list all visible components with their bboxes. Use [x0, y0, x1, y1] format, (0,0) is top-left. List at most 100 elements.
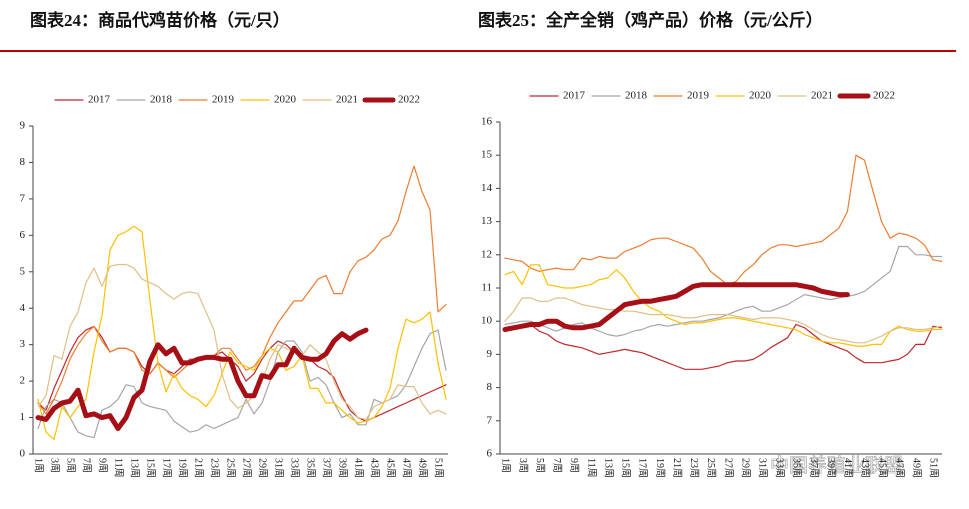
y-tick-label: 9 — [487, 348, 493, 360]
x-tick-label: 39周 — [337, 458, 349, 478]
legend-label: 2019 — [212, 94, 235, 106]
x-tick-label: 1周 — [500, 458, 512, 473]
legend-label: 2019 — [687, 90, 710, 102]
series-line — [37, 263, 447, 420]
series-line — [504, 323, 943, 370]
legend-label: 2020 — [274, 94, 297, 106]
series-line — [37, 325, 447, 422]
x-tick-label: 5周 — [65, 458, 77, 473]
x-tick-label: 45周 — [385, 458, 397, 478]
legend-label: 2022 — [873, 90, 895, 102]
y-tick-label: 8 — [487, 381, 493, 393]
x-tick-label: 5周 — [534, 458, 546, 473]
x-tick-label: 11周 — [113, 458, 125, 478]
x-tick-label: 31周 — [273, 458, 285, 478]
x-tick-label: 37周 — [808, 458, 820, 478]
x-tick-label: 51周 — [928, 458, 940, 478]
y-tick-label: 14 — [481, 182, 493, 194]
x-tick-label: 41周 — [353, 458, 365, 478]
x-tick-label: 43周 — [859, 458, 871, 478]
y-tick-label: 6 — [487, 448, 493, 460]
legend-label: 2020 — [749, 90, 772, 102]
y-tick-label: 10 — [481, 315, 493, 327]
series-line — [504, 154, 943, 286]
x-tick-label: 33周 — [289, 458, 301, 478]
x-tick-label: 7周 — [551, 458, 563, 473]
x-tick-label: 41周 — [842, 458, 854, 478]
chart-title: 图表24：商品代鸡苗价格（元/只） — [30, 10, 290, 30]
x-tick-label: 39周 — [825, 458, 837, 478]
x-tick-label: 21周 — [671, 458, 683, 478]
series-line — [35, 327, 369, 431]
legend-label: 2018 — [150, 94, 173, 106]
legend-label: 2018 — [625, 90, 648, 102]
x-tick-label: 51周 — [433, 458, 445, 478]
x-tick-label: 25周 — [225, 458, 237, 478]
x-tick-label: 49周 — [417, 458, 429, 478]
x-tick-label: 35周 — [305, 458, 317, 478]
y-tick-label: 0 — [20, 448, 26, 460]
y-tick-label: 8 — [20, 156, 26, 168]
y-tick-label: 11 — [481, 282, 492, 294]
legend-label: 2017 — [563, 90, 586, 102]
y-tick-label: 16 — [481, 116, 493, 128]
x-tick-label: 23周 — [209, 458, 221, 478]
legend-label: 2022 — [398, 94, 420, 106]
x-tick-label: 3周 — [49, 458, 61, 473]
series-line — [504, 297, 943, 344]
x-tick-label: 35周 — [791, 458, 803, 478]
x-tick-label: 33周 — [774, 458, 786, 478]
x-tick-label: 29周 — [739, 458, 751, 478]
y-tick-label: 1 — [20, 411, 26, 423]
x-tick-label: 21周 — [193, 458, 205, 478]
y-tick-label: 12 — [481, 248, 492, 260]
y-tick-label: 3 — [20, 338, 26, 350]
y-tick-label: 15 — [481, 149, 493, 161]
x-tick-label: 27周 — [241, 458, 253, 478]
x-tick-label: 13周 — [602, 458, 614, 478]
series-line — [504, 264, 943, 347]
x-tick-label: 9周 — [97, 458, 109, 473]
x-tick-label: 23周 — [688, 458, 700, 478]
x-tick-label: 47周 — [401, 458, 413, 478]
legend-label: 2021 — [811, 90, 833, 102]
legend-label: 2017 — [88, 94, 111, 106]
x-tick-label: 49周 — [911, 458, 923, 478]
x-tick-label: 25周 — [705, 458, 717, 478]
x-tick-label: 15周 — [620, 458, 632, 478]
x-tick-label: 19周 — [654, 458, 666, 478]
x-tick-label: 29周 — [257, 458, 269, 478]
x-tick-label: 9周 — [568, 458, 580, 473]
x-tick-label: 19周 — [177, 458, 189, 478]
x-tick-label: 11周 — [585, 458, 597, 478]
y-tick-label: 2 — [20, 375, 26, 387]
series-line — [504, 245, 943, 337]
y-tick-label: 7 — [20, 192, 26, 204]
x-tick-label: 7周 — [81, 458, 93, 473]
x-tick-label: 37周 — [321, 458, 333, 478]
legend-label: 2021 — [336, 94, 358, 106]
x-tick-label: 15周 — [145, 458, 157, 478]
series-line — [37, 225, 447, 440]
x-tick-label: 13周 — [129, 458, 141, 478]
series-line — [502, 282, 850, 332]
x-tick-label: 43周 — [369, 458, 381, 478]
x-tick-label: 45周 — [876, 458, 888, 478]
series-line — [37, 329, 447, 439]
x-tick-label: 27周 — [722, 458, 734, 478]
y-tick-label: 7 — [487, 414, 493, 426]
x-tick-label: 17周 — [637, 458, 649, 478]
y-tick-label: 6 — [20, 229, 26, 241]
series-line — [37, 165, 447, 415]
x-tick-label: 1周 — [33, 458, 45, 473]
y-tick-label: 13 — [481, 215, 493, 227]
y-tick-label: 4 — [20, 302, 26, 314]
y-tick-label: 9 — [20, 120, 26, 132]
watermark: 中国养殖业联盟 — [770, 455, 903, 477]
chart-title: 图表25：全产全销（鸡产品）价格（元/公斤） — [478, 10, 823, 30]
x-tick-label: 47周 — [893, 458, 905, 478]
x-tick-label: 3周 — [517, 458, 529, 473]
y-tick-label: 5 — [20, 265, 26, 277]
x-tick-label: 31周 — [757, 458, 769, 478]
